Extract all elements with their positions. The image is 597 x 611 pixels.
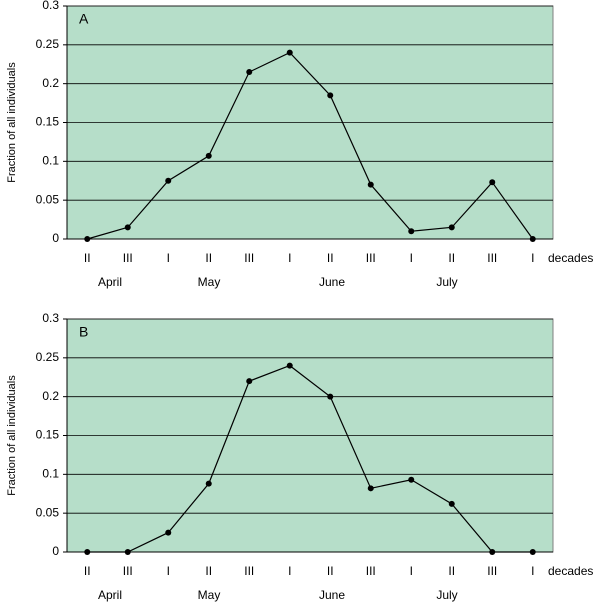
x-tick-label: III xyxy=(366,564,376,578)
data-point xyxy=(408,476,415,483)
data-point xyxy=(205,152,212,159)
data-point xyxy=(367,485,374,492)
y-tick-label: 0.15 xyxy=(36,115,60,129)
data-point xyxy=(327,393,334,400)
panel-label: A xyxy=(79,11,89,27)
data-point xyxy=(327,92,334,99)
data-line xyxy=(87,364,533,553)
data-point xyxy=(448,500,455,507)
data-point xyxy=(489,549,496,555)
y-tick-label: 0.1 xyxy=(42,154,59,168)
month-label: June xyxy=(319,588,345,602)
data-point xyxy=(408,228,415,235)
month-label: July xyxy=(436,588,457,602)
data-point xyxy=(529,549,536,555)
data-point xyxy=(489,179,496,186)
x-tick-label: III xyxy=(487,251,497,265)
data-point xyxy=(124,549,131,555)
x-tick-label: II xyxy=(448,564,455,578)
month-label: June xyxy=(319,275,345,289)
x-tick-label: III xyxy=(244,564,254,578)
x-tick-label: II xyxy=(205,251,212,265)
x-tick-label: II xyxy=(327,251,334,265)
y-tick-label: 0 xyxy=(52,544,59,558)
x-tick-label: III xyxy=(123,251,133,265)
data-point xyxy=(165,177,172,184)
x-tick-label: I xyxy=(288,564,291,578)
x-axis-label: decades xyxy=(548,564,593,578)
x-tick-label: I xyxy=(531,564,534,578)
y-tick-label: 0.15 xyxy=(36,428,60,442)
y-tick-label: 0.1 xyxy=(42,467,59,481)
data-point xyxy=(84,549,91,555)
data-point xyxy=(367,181,374,188)
x-tick-label: III xyxy=(244,251,254,265)
data-point xyxy=(286,362,293,369)
month-label: May xyxy=(198,275,221,289)
data-point xyxy=(84,236,91,242)
data-point xyxy=(448,224,455,231)
data-point xyxy=(246,378,253,385)
y-tick-label: 0.3 xyxy=(42,0,59,12)
x-tick-label: I xyxy=(410,564,413,578)
x-tick-label: I xyxy=(410,251,413,265)
data-point xyxy=(165,529,172,536)
x-tick-label: I xyxy=(288,251,291,265)
data-point xyxy=(124,224,131,231)
x-tick-label: I xyxy=(167,251,170,265)
x-tick-label: II xyxy=(205,564,212,578)
y-tick-label: 0.2 xyxy=(42,76,59,90)
y-axis-label: Fraction of all individuals xyxy=(6,375,18,496)
y-tick-label: 0 xyxy=(52,231,59,245)
x-tick-label: III xyxy=(366,251,376,265)
y-tick-label: 0.25 xyxy=(36,350,60,364)
x-tick-label: III xyxy=(487,564,497,578)
x-tick-label: II xyxy=(327,564,334,578)
x-axis-label: decades xyxy=(548,251,593,265)
month-label: July xyxy=(436,275,457,289)
x-tick-label: II xyxy=(84,564,91,578)
x-tick-label: II xyxy=(448,251,455,265)
data-point xyxy=(246,69,253,76)
data-point xyxy=(205,480,212,487)
data-point xyxy=(286,49,293,56)
y-tick-label: 0.05 xyxy=(36,505,60,519)
y-tick-label: 0.3 xyxy=(42,311,59,325)
y-tick-label: 0.05 xyxy=(36,192,60,206)
panel-label: B xyxy=(79,324,88,340)
data-point xyxy=(529,236,536,242)
x-tick-label: II xyxy=(84,251,91,265)
x-tick-label: III xyxy=(123,564,133,578)
month-label: May xyxy=(198,588,221,602)
month-label: April xyxy=(98,275,122,289)
y-axis-label: Fraction of all individuals xyxy=(6,62,18,183)
month-label: April xyxy=(98,588,122,602)
data-line xyxy=(87,51,534,240)
y-tick-label: 0.2 xyxy=(42,389,59,403)
y-tick-label: 0.25 xyxy=(36,37,60,51)
x-tick-label: I xyxy=(167,564,170,578)
x-tick-label: I xyxy=(531,251,534,265)
